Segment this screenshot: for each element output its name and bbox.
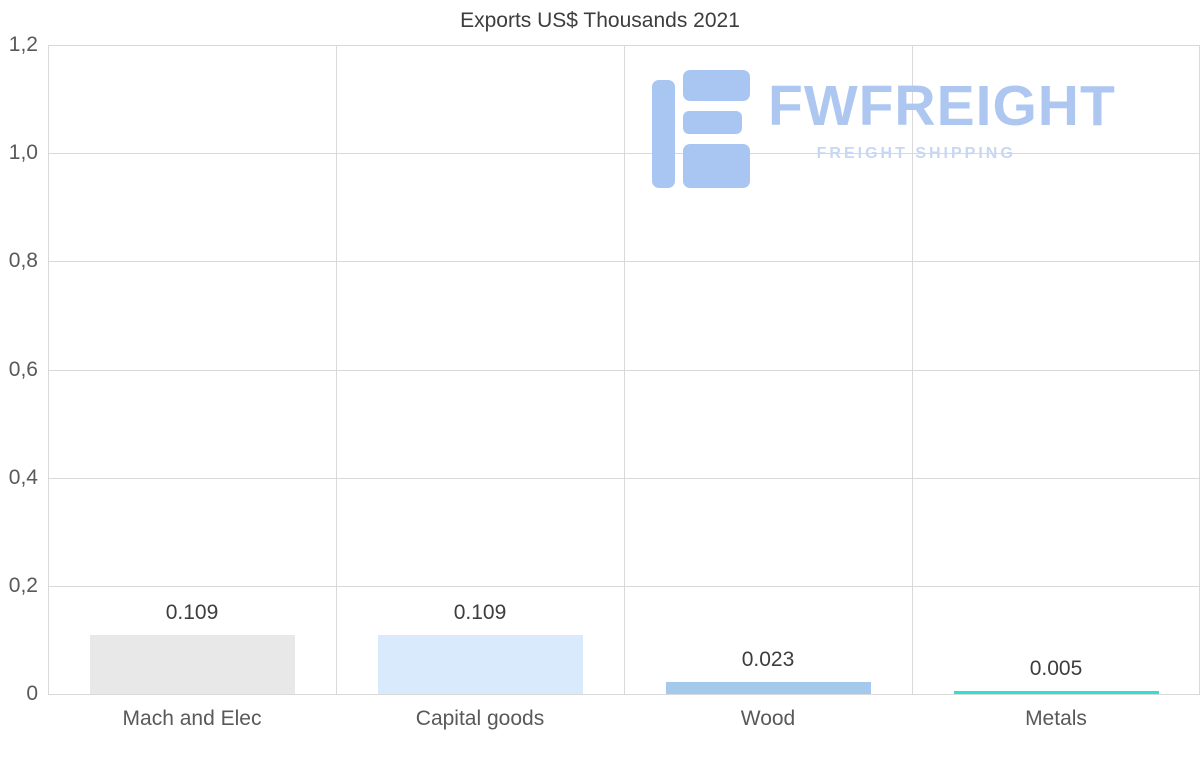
v-gridline <box>912 45 913 694</box>
bar-value-label-mach-and-elec: 0.109 <box>165 601 219 625</box>
y-axis-tick-label: 0,2 <box>8 573 38 597</box>
x-axis-category-label-mach-and-elec: Mach and Elec <box>122 707 262 730</box>
bar-value-label-capital-goods: 0.109 <box>453 601 507 625</box>
y-axis-tick-label: 0,8 <box>8 249 38 273</box>
watermark-text-block: FWFREIGHT FREIGHT SHIPPING <box>768 70 1116 163</box>
y-axis-tick-label: 0 <box>26 682 38 705</box>
bar-mach-and-elec <box>89 635 295 694</box>
bar-capital-goods <box>377 635 583 694</box>
x-axis-category-label-metals: Metals <box>1025 707 1087 730</box>
h-gridline <box>48 694 1200 695</box>
brand-watermark: FWFREIGHT FREIGHT SHIPPING <box>652 70 1116 188</box>
y-axis-tick-label: 1,2 <box>8 33 38 56</box>
v-gridline <box>48 45 49 694</box>
chart-title: Exports US$ Thousands 2021 <box>460 9 740 32</box>
fwfreight-logo-icon <box>652 70 750 188</box>
y-axis-tick-label: 1,0 <box>8 141 38 165</box>
watermark-brand-text: FWFREIGHT <box>768 74 1116 138</box>
bar-metals <box>953 691 1159 694</box>
y-axis-tick-label: 0,4 <box>8 465 38 489</box>
v-gridline <box>624 45 625 694</box>
bar-value-label-wood: 0.023 <box>741 647 795 671</box>
bar-wood <box>665 681 871 694</box>
x-axis-category-label-capital-goods: Capital goods <box>415 707 545 730</box>
y-axis-tick-label: 0,6 <box>8 357 38 381</box>
x-axis-category-label-wood: Wood <box>740 707 796 730</box>
bar-value-label-metals: 0.005 <box>1029 657 1083 681</box>
v-gridline <box>336 45 337 694</box>
